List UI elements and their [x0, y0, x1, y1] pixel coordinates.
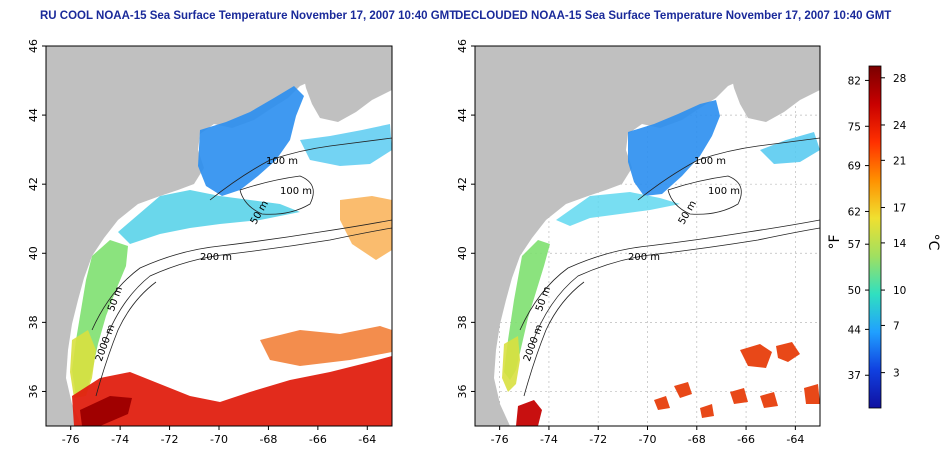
fahrenheit-label: °F — [827, 234, 843, 249]
nova-scotia-land — [300, 56, 392, 122]
contour-label: 100 m — [708, 186, 740, 197]
celsius-tick-label: 21 — [893, 155, 906, 167]
contour-label: 200 m — [200, 252, 232, 263]
nova-scotia-shelf-sst — [300, 124, 392, 166]
gulf-stream-sst — [72, 356, 392, 426]
shelf-sst-cyan — [118, 190, 300, 244]
gulf-stream-core — [80, 396, 132, 426]
right-map-title: DECLOUDED NOAA-15 Sea Surface Temperatur… — [455, 10, 892, 22]
contour-label: 100 m — [694, 156, 726, 167]
x-tick-label: -64 — [786, 433, 804, 446]
celsius-tick-label: 28 — [893, 73, 906, 85]
nova-scotia-land — [728, 56, 820, 122]
contour-label: 100 m — [266, 156, 298, 167]
offshore-sst-patches — [654, 342, 820, 418]
contour-label: 200 m — [628, 252, 660, 263]
x-tick-label: -76 — [491, 433, 509, 446]
shelf-sst-cyan — [556, 192, 680, 226]
fahrenheit-tick-label: 37 — [848, 370, 861, 382]
x-tick-label: -74 — [111, 433, 129, 446]
y-tick-label: 36 — [456, 384, 469, 398]
x-tick-label: -68 — [688, 433, 706, 446]
contour-label: 100 m — [280, 186, 312, 197]
y-tick-label: 42 — [456, 177, 469, 191]
celsius-tick-label: 17 — [893, 203, 906, 215]
bathymetry-contours — [91, 137, 392, 397]
fahrenheit-tick-label: 50 — [848, 285, 861, 297]
bathymetry-contours — [519, 137, 820, 397]
offshore-sst-patches — [340, 196, 392, 260]
fahrenheit-tick-label: 75 — [848, 121, 861, 133]
x-tick-label: -70 — [210, 433, 228, 446]
x-tick-label: -72 — [589, 433, 607, 446]
land-mass — [475, 46, 820, 426]
left-map-title: RU COOL NOAA-15 Sea Surface Temperature … — [40, 10, 457, 22]
y-tick-label: 36 — [27, 384, 40, 398]
x-tick-label: -66 — [309, 433, 327, 446]
fahrenheit-tick-label: 69 — [848, 161, 861, 173]
y-tick-label: 44 — [456, 108, 469, 122]
celsius-tick-label: 24 — [893, 120, 907, 132]
x-tick-label: -74 — [540, 433, 558, 446]
celsius-tick-label: 14 — [893, 238, 907, 250]
fahrenheit-tick-label: 62 — [848, 206, 861, 218]
temperature-colorbar: 82 75 69 62 57 50 44 37 28 24 21 17 14 10 7 3 °F °C — [827, 65, 941, 409]
y-tick-label: 42 — [27, 177, 40, 191]
land-mass — [46, 46, 392, 426]
fahrenheit-tick-label: 44 — [848, 324, 862, 336]
x-tick-label: -76 — [62, 433, 80, 446]
x-tick-label: -66 — [737, 433, 755, 446]
y-tick-label: 46 — [27, 39, 40, 53]
gulf-of-maine-sst — [628, 100, 720, 196]
x-tick-label: -70 — [639, 433, 657, 446]
colorbar-gradient — [868, 65, 882, 409]
celsius-tick-label: 7 — [893, 320, 900, 332]
x-tick-label: -68 — [259, 433, 277, 446]
coastal-sst-yellow — [502, 336, 520, 392]
y-tick-label: 38 — [456, 315, 469, 329]
celsius-label: °C — [925, 234, 941, 251]
gulf-of-maine-sst — [198, 86, 304, 196]
y-tick-label: 44 — [27, 108, 40, 122]
y-tick-label: 38 — [27, 315, 40, 329]
y-tick-label: 40 — [27, 246, 40, 260]
y-tick-label: 40 — [456, 246, 469, 260]
y-tick-label: 46 — [456, 39, 469, 53]
gulf-stream-core — [516, 400, 542, 426]
fahrenheit-tick-label: 82 — [848, 75, 861, 87]
celsius-tick-label: 10 — [893, 285, 906, 297]
x-tick-label: -72 — [161, 433, 179, 446]
offshore-sst-orange — [260, 326, 392, 366]
fahrenheit-tick-label: 57 — [848, 239, 861, 251]
celsius-tick-label: 3 — [893, 368, 900, 380]
x-tick-label: -64 — [358, 433, 376, 446]
coastal-sst-yellow — [70, 330, 96, 398]
